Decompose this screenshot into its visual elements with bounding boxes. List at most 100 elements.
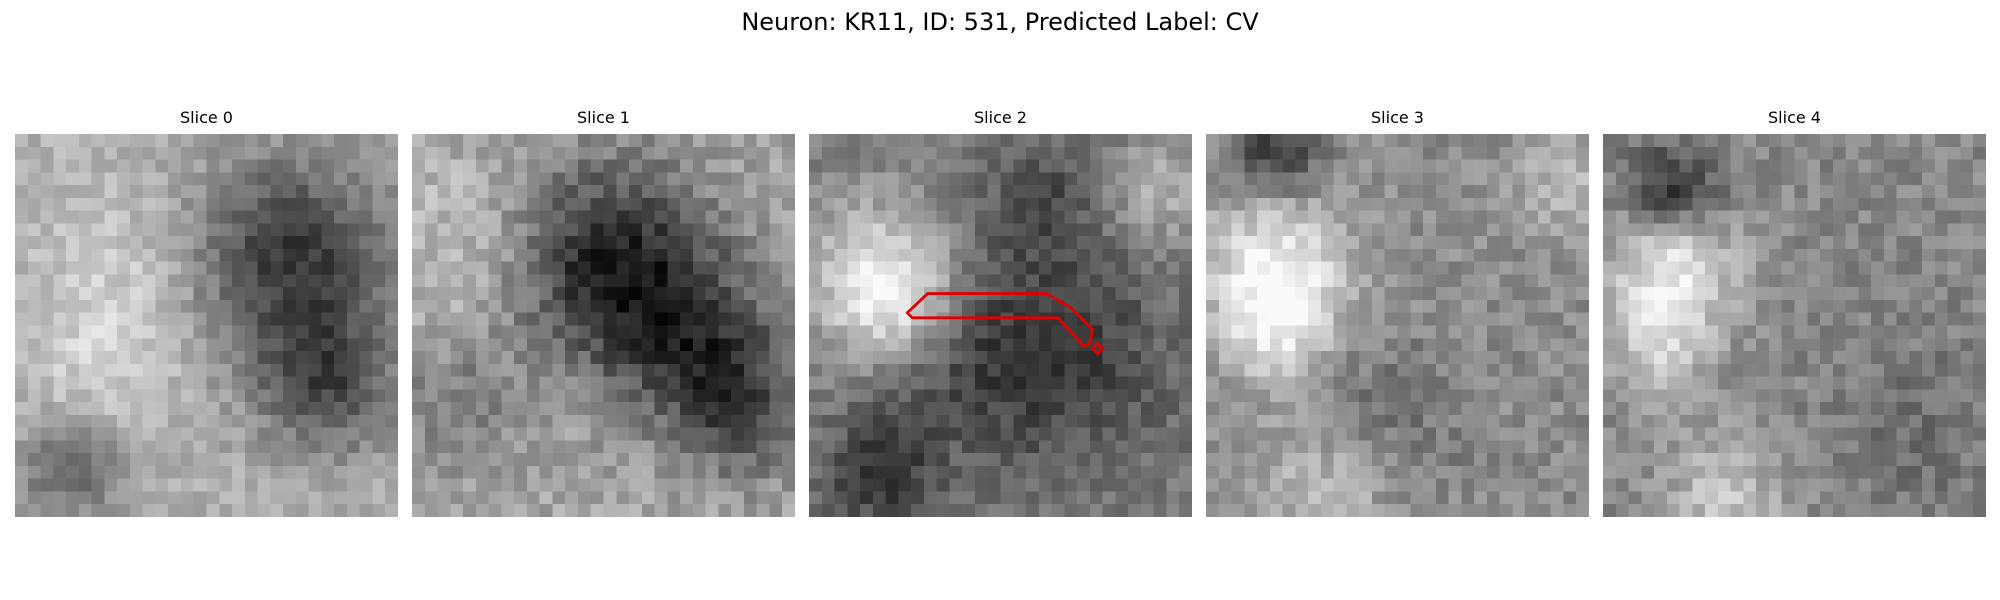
pixel-cell: [1153, 287, 1167, 301]
pixel-cell: [437, 312, 451, 326]
pixel-cell: [834, 261, 848, 275]
pixel-cell: [1603, 248, 1617, 262]
pixel-cell: [117, 146, 131, 160]
pixel-cell: [1218, 287, 1232, 301]
pixel-cell: [66, 146, 80, 160]
pixel-cell: [898, 274, 912, 288]
pixel-cell: [565, 210, 579, 224]
pixel-cell: [1346, 338, 1360, 352]
pixel-cell: [53, 223, 67, 237]
pixel-cell: [949, 146, 963, 160]
pixel-cell: [1282, 376, 1296, 390]
pixel-cell: [1461, 223, 1475, 237]
pixel-cell: [283, 440, 297, 454]
pixel-cell: [78, 427, 92, 441]
pixel-cell: [1410, 146, 1424, 160]
pixel-cell: [308, 185, 322, 199]
pixel-cell: [1244, 236, 1258, 250]
pixel-cell: [1883, 146, 1897, 160]
pixel-cell: [1666, 299, 1680, 313]
pixel-cell: [1768, 134, 1782, 148]
pixel-cell: [1423, 325, 1437, 339]
pixel-cell: [1628, 389, 1642, 403]
pixel-cell: [244, 414, 258, 428]
pixel-cell: [155, 440, 169, 454]
pixel-cell: [1794, 172, 1808, 186]
pixel-cell: [1397, 159, 1411, 173]
slice-panel-1: Slice 1: [412, 108, 795, 517]
pixel-cell: [821, 197, 835, 211]
pixel-cell: [1960, 287, 1974, 301]
pixel-cell: [680, 274, 694, 288]
pixel-cell: [437, 299, 451, 313]
pixel-cell: [962, 427, 976, 441]
pixel-cell: [552, 351, 566, 365]
pixel-cell: [974, 414, 988, 428]
pixel-cell: [1038, 440, 1052, 454]
pixel-cell: [1371, 248, 1385, 262]
pixel-cell: [1730, 172, 1744, 186]
pixel-cell: [1794, 134, 1808, 148]
pixel-cell: [27, 210, 41, 224]
pixel-cell: [15, 325, 29, 339]
pixel-cell: [1423, 197, 1437, 211]
pixel-cell: [219, 210, 233, 224]
pixel-cell: [1089, 172, 1103, 186]
pixel-cell: [1410, 185, 1424, 199]
pixel-cell: [1397, 236, 1411, 250]
pixel-cell: [1909, 312, 1923, 326]
pixel-cell: [1909, 236, 1923, 250]
pixel-cell: [514, 261, 528, 275]
pixel-cell: [1743, 453, 1757, 467]
pixel-cell: [1909, 491, 1923, 505]
pixel-cell: [1102, 210, 1116, 224]
pixel-cell: [1628, 185, 1642, 199]
pixel-cell: [27, 325, 41, 339]
pixel-cell: [1666, 287, 1680, 301]
pixel-cell: [629, 338, 643, 352]
pixel-cell: [334, 376, 348, 390]
pixel-cell: [1820, 210, 1834, 224]
pixel-cell: [923, 402, 937, 416]
pixel-cell: [1615, 185, 1629, 199]
pixel-cell: [501, 491, 515, 505]
pixel-cell: [1550, 402, 1564, 416]
pixel-cell: [450, 299, 464, 313]
pixel-cell: [1960, 248, 1974, 262]
pixel-cell: [1435, 376, 1449, 390]
pixel-cell: [692, 261, 706, 275]
pixel-cell: [641, 338, 655, 352]
pixel-cell: [40, 389, 54, 403]
pixel-cell: [1550, 427, 1564, 441]
pixel-cell: [372, 299, 386, 313]
pixel-cell: [1435, 134, 1449, 148]
pixel-cell: [424, 172, 438, 186]
pixel-cell: [1909, 453, 1923, 467]
pixel-cell: [769, 197, 783, 211]
pixel-cell: [1231, 325, 1245, 339]
pixel-cell: [603, 210, 617, 224]
pixel-cell: [1820, 325, 1834, 339]
pixel-cell: [1244, 325, 1258, 339]
pixel-cell: [1333, 465, 1347, 479]
pixel-cell: [923, 172, 937, 186]
pixel-cell: [1333, 236, 1347, 250]
pixel-cell: [1359, 427, 1373, 441]
pixel-cell: [514, 312, 528, 326]
pixel-cell: [769, 312, 783, 326]
pixel-cell: [1064, 414, 1078, 428]
pixel-cell: [1397, 465, 1411, 479]
pixel-cell: [53, 134, 67, 148]
pixel-cell: [1922, 210, 1936, 224]
pixel-cell: [577, 363, 591, 377]
pixel-cell: [155, 236, 169, 250]
pixel-cell: [168, 172, 182, 186]
pixel-cell: [257, 414, 271, 428]
pixel-cell: [15, 248, 29, 262]
pixel-cell: [1922, 159, 1936, 173]
pixel-cell: [1038, 274, 1052, 288]
pixel-cell: [1832, 197, 1846, 211]
pixel-cell: [1461, 159, 1475, 173]
pixel-cell: [1077, 389, 1091, 403]
pixel-cell: [1269, 389, 1283, 403]
